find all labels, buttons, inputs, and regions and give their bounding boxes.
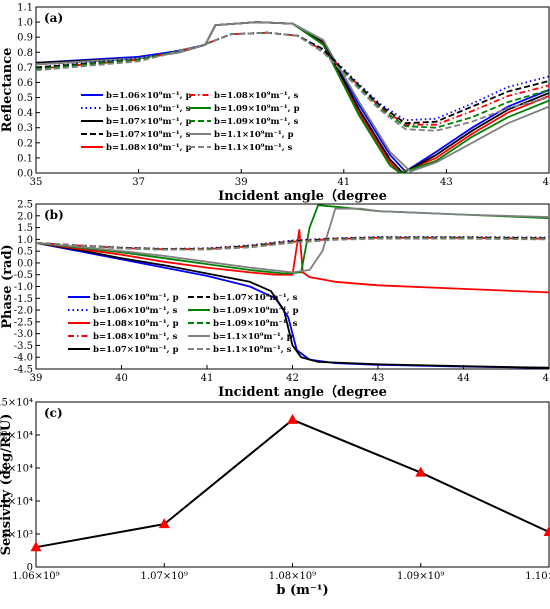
y-axis-title: Reflectance [0, 48, 15, 133]
legend-label: b=1.09×10⁹m⁻¹, p [213, 306, 299, 316]
x-tick-label: 41 [337, 177, 350, 188]
series-line [36, 207, 549, 274]
y-tick-label: 1.0 [17, 235, 33, 246]
legend-label: b=1.09×10⁹m⁻¹, s [214, 117, 299, 127]
legend-label: b=1.06×10⁹m⁻¹, s [93, 306, 178, 316]
x-axis-title: Incident angle（degree [218, 384, 387, 400]
panel-b-phase-chart: 39 40 41 42 43 44 45 2.52.01.51.00.50.0-0.5-1.0… [0, 200, 550, 401]
y-tick-label: 1.5 [17, 223, 33, 234]
legend-label: b=1.07×10⁹m⁻¹, p [106, 117, 192, 127]
y-tick-label: 0.0 [17, 258, 33, 269]
y-tick-label: -3.5 [14, 341, 33, 352]
legend-label: b=1.1×10⁹m⁻¹, s [214, 143, 293, 153]
x-tick-label: 43 [372, 373, 385, 384]
legend-label: b=1.1×10⁹m⁻¹, s [213, 345, 292, 355]
x-tick-label: 1.06×10⁹ [12, 571, 59, 582]
data-point-marker [415, 466, 427, 477]
y-tick-label: 0.4 [17, 108, 33, 119]
data-point-marker [543, 526, 550, 537]
y-tick-label: -2.0 [14, 306, 33, 317]
panel-c-sensitivity-chart: 1.06×10⁹ 1.07×10⁹ 1.08×10⁹ 1.09×10⁹ 1.10×10⁹… [0, 398, 550, 598]
series-line [36, 228, 549, 294]
x-tick-label: 1.09×10⁹ [397, 571, 444, 582]
series-line [36, 31, 549, 132]
y-tick-label: -1.0 [14, 282, 33, 293]
panel-a-reflectance-chart: 35 37 39 41 43 45 0.0 0.1 0.2 0.3 0.4 0.5 0.6 0.7 0.8 0… [0, 3, 550, 205]
series-line [36, 237, 549, 251]
data-point-marker [30, 541, 42, 552]
y-tick-label: 0.6 [17, 78, 33, 89]
data-point-marker [158, 518, 170, 529]
legend-label: b=1.1×10⁹m⁻¹, p [214, 130, 294, 140]
x-tick-label: 1.07×10⁹ [141, 571, 188, 582]
data-point-marker [287, 413, 298, 424]
x-tick-label: 37 [132, 177, 145, 188]
x-tick-label: 45 [543, 177, 550, 188]
x-axis-title: b (m⁻¹) [276, 583, 328, 598]
legend-label: b=1.07×10⁹m⁻¹, s [213, 293, 298, 303]
y-tick-label: 0.0 [17, 169, 33, 180]
x-tick-label: 39 [235, 177, 248, 188]
x-tick-label: 40 [115, 373, 128, 384]
x-tick-label: 41 [201, 373, 214, 384]
y-tick-label: 1.0 [17, 18, 33, 29]
y-tick-label: 0.1 [17, 153, 33, 164]
legend-label: b=1.06×10⁹m⁻¹, p [93, 293, 179, 303]
legend-label: b=1.06×10⁹m⁻¹, s [106, 104, 191, 114]
y-tick-label: -1.5 [14, 294, 33, 305]
y-tick-label: 2.5×10⁴ [0, 398, 33, 409]
y-tick-label: 0.7 [17, 63, 33, 74]
x-tick-label: 1.08×10⁹ [269, 571, 316, 582]
x-tick-label: 1.10×10⁹ [525, 571, 550, 582]
plot-frame [35, 401, 550, 568]
legend-label: b=1.08×10⁹m⁻¹, p [106, 143, 192, 153]
y-tick-label: -3.0 [14, 329, 33, 340]
x-axis-title: Incident angle（degree [218, 188, 387, 204]
y-axis-title: Sensivity (deg/RIU) [0, 414, 14, 556]
panel-label: (c) [44, 406, 63, 420]
series-line [36, 236, 549, 251]
y-tick-label: 0.8 [17, 48, 33, 59]
legend-label: b=1.08×10⁹m⁻¹, p [93, 319, 179, 329]
x-tick-label: 44 [457, 373, 470, 384]
y-tick-label: -4.0 [14, 353, 33, 364]
sensitivity-line [35, 418, 550, 549]
y-tick-label: 1.5×10⁴ [0, 464, 33, 475]
legend-label: b=1.09×10⁹m⁻¹, p [214, 104, 300, 114]
y-tick-label: 0.3 [17, 123, 33, 134]
legend-label: b=1.07×10⁹m⁻¹, p [93, 345, 179, 355]
series-line [36, 242, 549, 369]
y-tick-label: 2.0 [17, 211, 33, 222]
x-tick-label: 42 [286, 373, 299, 384]
legend-label: b=1.1×10⁹m⁻¹, p [213, 332, 293, 342]
legend-label: b=1.08×10⁹m⁻¹, s [93, 332, 178, 342]
y-tick-label: 5×10³ [2, 530, 33, 541]
y-tick-label: -0.5 [14, 270, 33, 281]
y-tick-label: -2.5 [14, 317, 33, 328]
y-tick-label: 0.5 [17, 247, 33, 258]
y-tick-label: 0.5 [17, 93, 33, 104]
panel-label: (b) [44, 208, 64, 222]
x-tick-label: 45 [543, 373, 550, 384]
legend-label: b=1.08×10⁹m⁻¹, s [214, 91, 299, 101]
y-axis-title: Phase (rad) [0, 244, 15, 328]
x-tick-label: 39 [30, 373, 43, 384]
y-tick-label: 0.2 [17, 138, 33, 149]
y-tick-label: 1.1 [17, 3, 33, 14]
y-tick-label: 2.5 [17, 200, 33, 211]
y-tick-label: 0.9 [17, 33, 33, 44]
panel-label: (a) [44, 11, 63, 25]
y-tick-label: 0 [27, 563, 33, 574]
y-tick-label: -4.5 [14, 365, 33, 376]
x-tick-label: 35 [30, 177, 43, 188]
legend-label: b=1.07×10⁹m⁻¹, s [106, 130, 191, 140]
legend-label: b=1.09×10⁹m⁻¹, s [213, 319, 298, 329]
x-tick-label: 43 [440, 177, 453, 188]
y-tick-label: 1×10⁴ [2, 497, 33, 508]
legend-label: b=1.06×10⁹m⁻¹, p [106, 91, 192, 101]
y-tick-label: 2×10⁴ [2, 431, 33, 442]
